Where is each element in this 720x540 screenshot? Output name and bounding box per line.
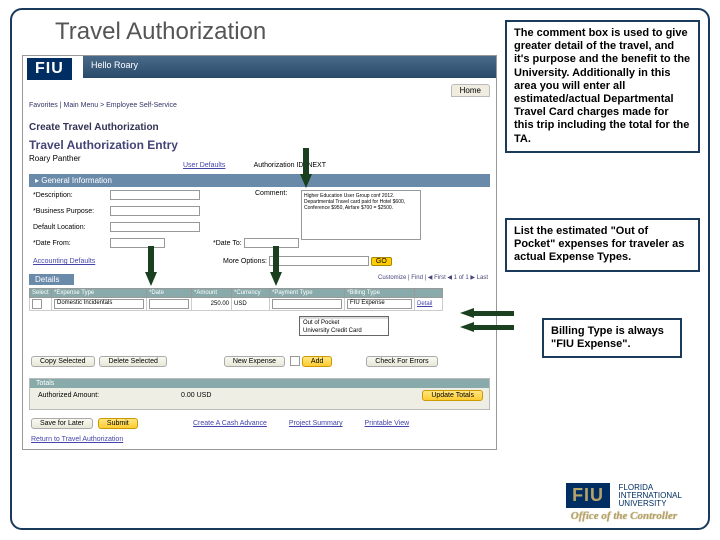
footer-fiu: FIU: [566, 483, 610, 508]
user-name: Roary Panther: [29, 154, 81, 163]
cash-advance-link[interactable]: Create A Cash Advance: [193, 420, 267, 427]
more-options-label: More Options:: [223, 258, 267, 265]
date-to-label: *Date To:: [213, 240, 242, 247]
col-amount: *Amount: [192, 289, 232, 298]
callout-billing: Billing Type is always "FIU Expense".: [542, 318, 682, 358]
add-button[interactable]: Add: [302, 356, 332, 367]
payment-dropdown-open[interactable]: Out of Pocket University Credit Card: [299, 316, 389, 336]
return-link[interactable]: Return to Travel Authorization: [31, 436, 123, 443]
general-info-header[interactable]: ▸ General Information: [29, 174, 490, 187]
dropdown-out-of-pocket[interactable]: Out of Pocket: [300, 319, 388, 327]
accounting-defaults-link[interactable]: Accounting Defaults: [33, 258, 95, 265]
project-summary-link[interactable]: Project Summary: [289, 420, 343, 427]
auth-id: Authorization ID: NEXT: [254, 162, 326, 169]
entry-title: Travel Authorization Entry: [29, 138, 178, 152]
business-purpose-row: *Business Purpose:: [33, 206, 200, 216]
copy-button[interactable]: Copy Selected: [31, 356, 95, 367]
col-payment: *Payment Type: [270, 289, 345, 298]
bottom-links: Create A Cash Advance Project Summary Pr…: [193, 420, 429, 427]
detail-link[interactable]: Detail: [415, 298, 443, 311]
more-options: More Options: GO: [223, 256, 392, 266]
slide-title: Travel Authorization: [55, 18, 266, 46]
col-date: *Date: [147, 289, 192, 298]
new-expense-button[interactable]: New Expense: [224, 356, 285, 367]
date-to-row: *Date To:: [213, 238, 299, 248]
more-options-select[interactable]: [269, 256, 369, 266]
totals-header: Totals: [30, 379, 489, 388]
comment-label: Comment:: [255, 190, 287, 197]
arrow-icon: [270, 272, 282, 286]
arrow-icon: [300, 174, 312, 188]
arrow-icon: [460, 322, 474, 332]
go-button[interactable]: GO: [371, 257, 392, 266]
expense-table: Select *Expense Type *Date *Amount *Curr…: [29, 288, 443, 311]
description-row: *Description:: [33, 190, 200, 200]
expense-type-select[interactable]: Domestic Incidentals: [54, 299, 144, 309]
table-toolbar[interactable]: Customize | Find | ◀ First ◀ 1 of 1 ▶ La…: [378, 274, 488, 281]
callout-comment: The comment box is used to give greater …: [505, 20, 700, 153]
auth-amount-label: Authorized Amount:: [38, 392, 99, 399]
date-to-input[interactable]: [244, 238, 299, 248]
currency-cell: USD: [232, 298, 270, 311]
description-label: *Description:: [33, 192, 108, 199]
date-from-input[interactable]: [110, 238, 165, 248]
details-header: Details: [29, 274, 74, 285]
table-header-row: Select *Expense Type *Date *Amount *Curr…: [30, 289, 443, 298]
user-defaults-link[interactable]: User Defaults: [183, 162, 225, 169]
totals-box: Totals Authorized Amount: 0.00 USD Updat…: [29, 378, 490, 410]
amount-cell[interactable]: 250.00: [192, 298, 232, 311]
business-purpose-input[interactable]: [110, 206, 200, 216]
dropdown-ucc[interactable]: University Credit Card: [300, 327, 388, 335]
callout-out-of-pocket: List the estimated "Out of Pocket" expen…: [505, 218, 700, 272]
top-bar: Hello Roary: [83, 56, 496, 78]
footer-logo: FIU FLORIDA INTERNATIONAL UNIVERSITY Off…: [554, 483, 694, 522]
arrow-icon: [145, 272, 157, 286]
payment-type-select[interactable]: [272, 299, 342, 309]
breadcrumb[interactable]: Favorites | Main Menu > Employee Self-Se…: [29, 102, 177, 109]
col-billing: *Billing Type: [345, 289, 415, 298]
submit-button[interactable]: Submit: [98, 418, 138, 429]
date-input[interactable]: [149, 299, 189, 309]
date-from-row: *Date From:: [33, 238, 165, 248]
default-location-row: Default Location:: [33, 222, 200, 232]
comment-input[interactable]: Higher Education User Group conf 2012. D…: [301, 190, 421, 240]
default-location-input[interactable]: [110, 222, 200, 232]
business-purpose-label: *Business Purpose:: [33, 208, 108, 215]
delete-button[interactable]: Delete Selected: [99, 356, 166, 367]
save-button[interactable]: Save for Later: [31, 418, 93, 429]
new-expense-select[interactable]: [290, 356, 300, 366]
col-select: Select: [30, 289, 52, 298]
arrow-icon: [460, 308, 474, 318]
row-checkbox[interactable]: [32, 299, 42, 309]
footer-l3: UNIVERSITY: [619, 500, 682, 508]
description-input[interactable]: [110, 190, 200, 200]
home-button[interactable]: Home: [451, 84, 490, 97]
date-from-label: *Date From:: [33, 240, 108, 247]
footer-office: Office of the Controller: [554, 510, 694, 522]
col-currency: *Currency: [232, 289, 270, 298]
table-row: Domestic Incidentals 250.00 USD FIU Expe…: [30, 298, 443, 311]
col-expense-type: *Expense Type: [52, 289, 147, 298]
default-location-label: Default Location:: [33, 224, 108, 231]
billing-type-select[interactable]: FIU Expense: [347, 299, 412, 309]
app-screenshot: FIU Hello Roary Home Favorites | Main Me…: [22, 55, 497, 450]
action-row: Copy Selected Delete Selected New Expens…: [31, 356, 488, 367]
auth-amount-value: 0.00 USD: [181, 392, 211, 399]
update-totals-button[interactable]: Update Totals: [422, 390, 483, 401]
fiu-logo: FIU: [27, 58, 72, 80]
page-title: Create Travel Authorization: [29, 122, 159, 133]
check-errors-button[interactable]: Check For Errors: [366, 356, 437, 367]
bottom-actions: Save for Later Submit: [31, 418, 138, 429]
printable-link[interactable]: Printable View: [365, 420, 410, 427]
